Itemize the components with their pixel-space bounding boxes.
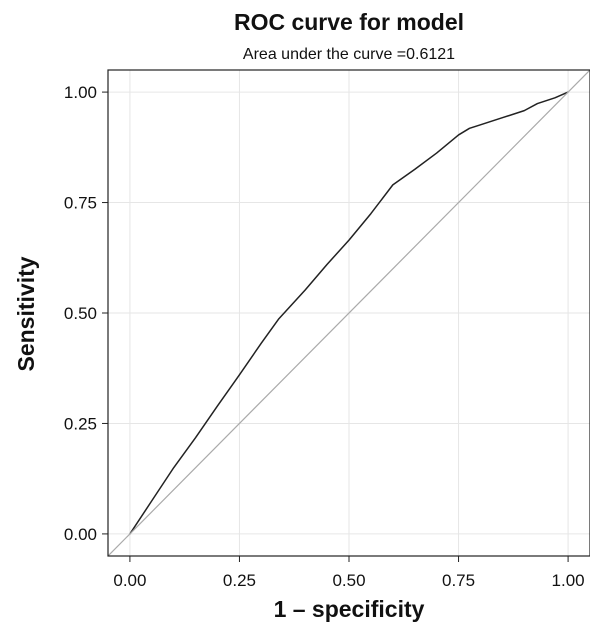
x-tick-label-2: 0.50 xyxy=(332,571,365,590)
y-tick-label-1: 0.25 xyxy=(64,414,97,433)
x-tick-label-0: 0.00 xyxy=(113,571,146,590)
y-tick-label-4: 1.00 xyxy=(64,83,97,102)
roc-curve-line xyxy=(129,91,569,535)
grid-lines xyxy=(108,70,590,556)
chance-diagonal-line xyxy=(108,70,590,556)
y-tick-label-3: 0.75 xyxy=(64,194,97,213)
x-tick-label-1: 0.25 xyxy=(223,571,256,590)
x-tick-label-3: 0.75 xyxy=(442,571,475,590)
chart-title: ROC curve for model xyxy=(234,9,464,35)
y-axis-title: Sensitivity xyxy=(13,256,39,371)
chart-subtitle: Area under the curve =0.6121 xyxy=(243,46,455,63)
x-tick-label-4: 1.00 xyxy=(552,571,585,590)
x-axis-title: 1 – specificity xyxy=(274,596,425,622)
series-layer xyxy=(108,70,590,556)
y-tick-label-2: 0.50 xyxy=(64,304,97,323)
tick-layer: 0.00 0.25 0.50 0.75 1.00 0.00 0.25 0.50 0.75 1.00 xyxy=(64,83,585,590)
y-tick-label-0: 0.00 xyxy=(64,525,97,544)
